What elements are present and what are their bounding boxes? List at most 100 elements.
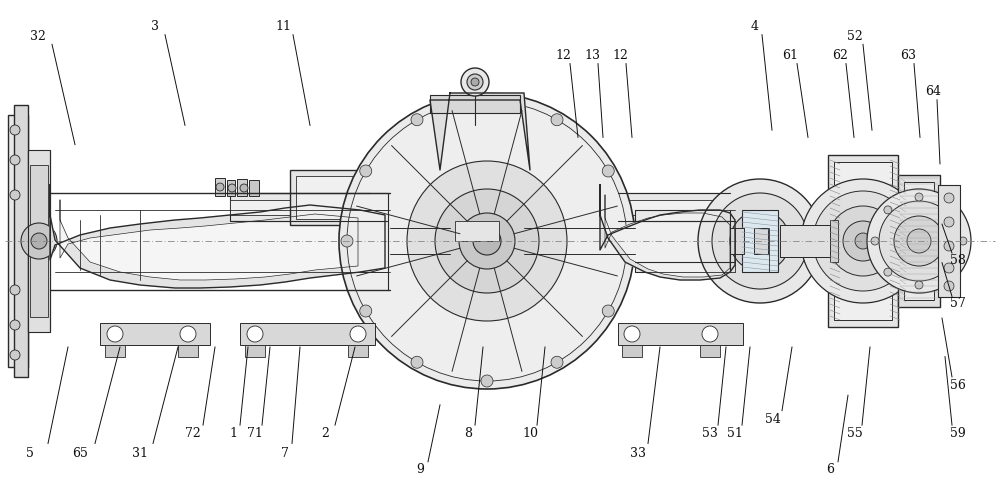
Bar [700, 345, 720, 357]
Bar [245, 345, 265, 357]
Text: 12: 12 [612, 49, 628, 62]
Bar [178, 345, 198, 357]
Circle shape [855, 233, 871, 249]
Bar [14, 105, 28, 377]
Text: 11: 11 [275, 20, 291, 33]
Text: 61: 61 [782, 49, 798, 62]
Text: 56: 56 [950, 379, 966, 392]
Circle shape [907, 229, 931, 253]
Polygon shape [600, 185, 735, 280]
Text: 71: 71 [247, 428, 263, 440]
Circle shape [944, 263, 954, 273]
Bar [227, 180, 235, 196]
Circle shape [467, 74, 483, 90]
Circle shape [247, 326, 263, 342]
Text: 59: 59 [950, 428, 966, 440]
Circle shape [730, 211, 790, 271]
Circle shape [459, 213, 515, 269]
Bar [455, 221, 499, 241]
Circle shape [10, 320, 20, 330]
Circle shape [411, 356, 423, 368]
Circle shape [702, 326, 718, 342]
Circle shape [621, 235, 633, 247]
Text: 9: 9 [416, 464, 424, 476]
Circle shape [884, 268, 892, 276]
Circle shape [461, 68, 489, 96]
Circle shape [216, 183, 224, 191]
Circle shape [407, 161, 567, 321]
Circle shape [698, 179, 822, 303]
Circle shape [867, 189, 971, 293]
Circle shape [828, 206, 898, 276]
Circle shape [228, 184, 236, 192]
Bar [618, 323, 743, 345]
Circle shape [712, 193, 808, 289]
Polygon shape [430, 93, 530, 170]
Circle shape [944, 241, 954, 251]
Bar [105, 345, 125, 357]
Circle shape [31, 233, 47, 249]
Circle shape [339, 93, 635, 389]
Circle shape [350, 326, 366, 342]
Bar [230, 200, 390, 215]
Circle shape [481, 95, 493, 107]
Text: 53: 53 [702, 428, 718, 440]
Text: 13: 13 [584, 49, 600, 62]
Bar [30, 165, 48, 317]
Circle shape [879, 201, 959, 281]
Text: 62: 62 [832, 49, 848, 62]
Circle shape [801, 179, 925, 303]
Text: 58: 58 [950, 254, 966, 267]
Circle shape [959, 237, 967, 245]
Bar [904, 182, 934, 300]
Circle shape [411, 114, 423, 126]
Text: 12: 12 [555, 49, 571, 62]
Circle shape [10, 190, 20, 200]
Circle shape [10, 155, 20, 165]
Bar [898, 175, 940, 307]
Circle shape [946, 268, 954, 276]
Circle shape [240, 184, 248, 192]
Circle shape [602, 305, 614, 317]
Bar [754, 228, 768, 254]
Bar [620, 200, 730, 215]
Polygon shape [60, 200, 358, 280]
Circle shape [10, 350, 20, 360]
Circle shape [551, 114, 563, 126]
Text: 33: 33 [630, 447, 646, 459]
Text: 3: 3 [151, 20, 159, 33]
Circle shape [180, 326, 196, 342]
Text: 55: 55 [847, 428, 863, 440]
Circle shape [341, 235, 353, 247]
Bar [828, 155, 898, 327]
Text: 2: 2 [321, 428, 329, 440]
Text: 57: 57 [950, 297, 966, 310]
Circle shape [107, 326, 123, 342]
Circle shape [473, 227, 501, 255]
Circle shape [946, 206, 954, 214]
Bar [430, 95, 520, 113]
Bar [620, 193, 730, 221]
Bar [296, 176, 364, 219]
Bar [249, 180, 259, 196]
Bar [635, 210, 735, 272]
Text: 7: 7 [281, 447, 289, 459]
Bar [830, 220, 838, 262]
Circle shape [602, 165, 614, 177]
Circle shape [471, 78, 479, 86]
Text: 63: 63 [900, 49, 916, 62]
Text: 10: 10 [522, 428, 538, 440]
Circle shape [21, 223, 57, 259]
Bar [215, 178, 225, 196]
Bar [742, 210, 778, 272]
Circle shape [843, 221, 883, 261]
Polygon shape [605, 195, 730, 277]
Bar [28, 150, 50, 332]
Text: 52: 52 [847, 30, 863, 42]
Circle shape [915, 281, 923, 289]
Text: 31: 31 [132, 447, 148, 459]
Bar [938, 185, 960, 297]
Circle shape [10, 285, 20, 295]
Text: 8: 8 [464, 428, 472, 440]
Circle shape [360, 165, 372, 177]
